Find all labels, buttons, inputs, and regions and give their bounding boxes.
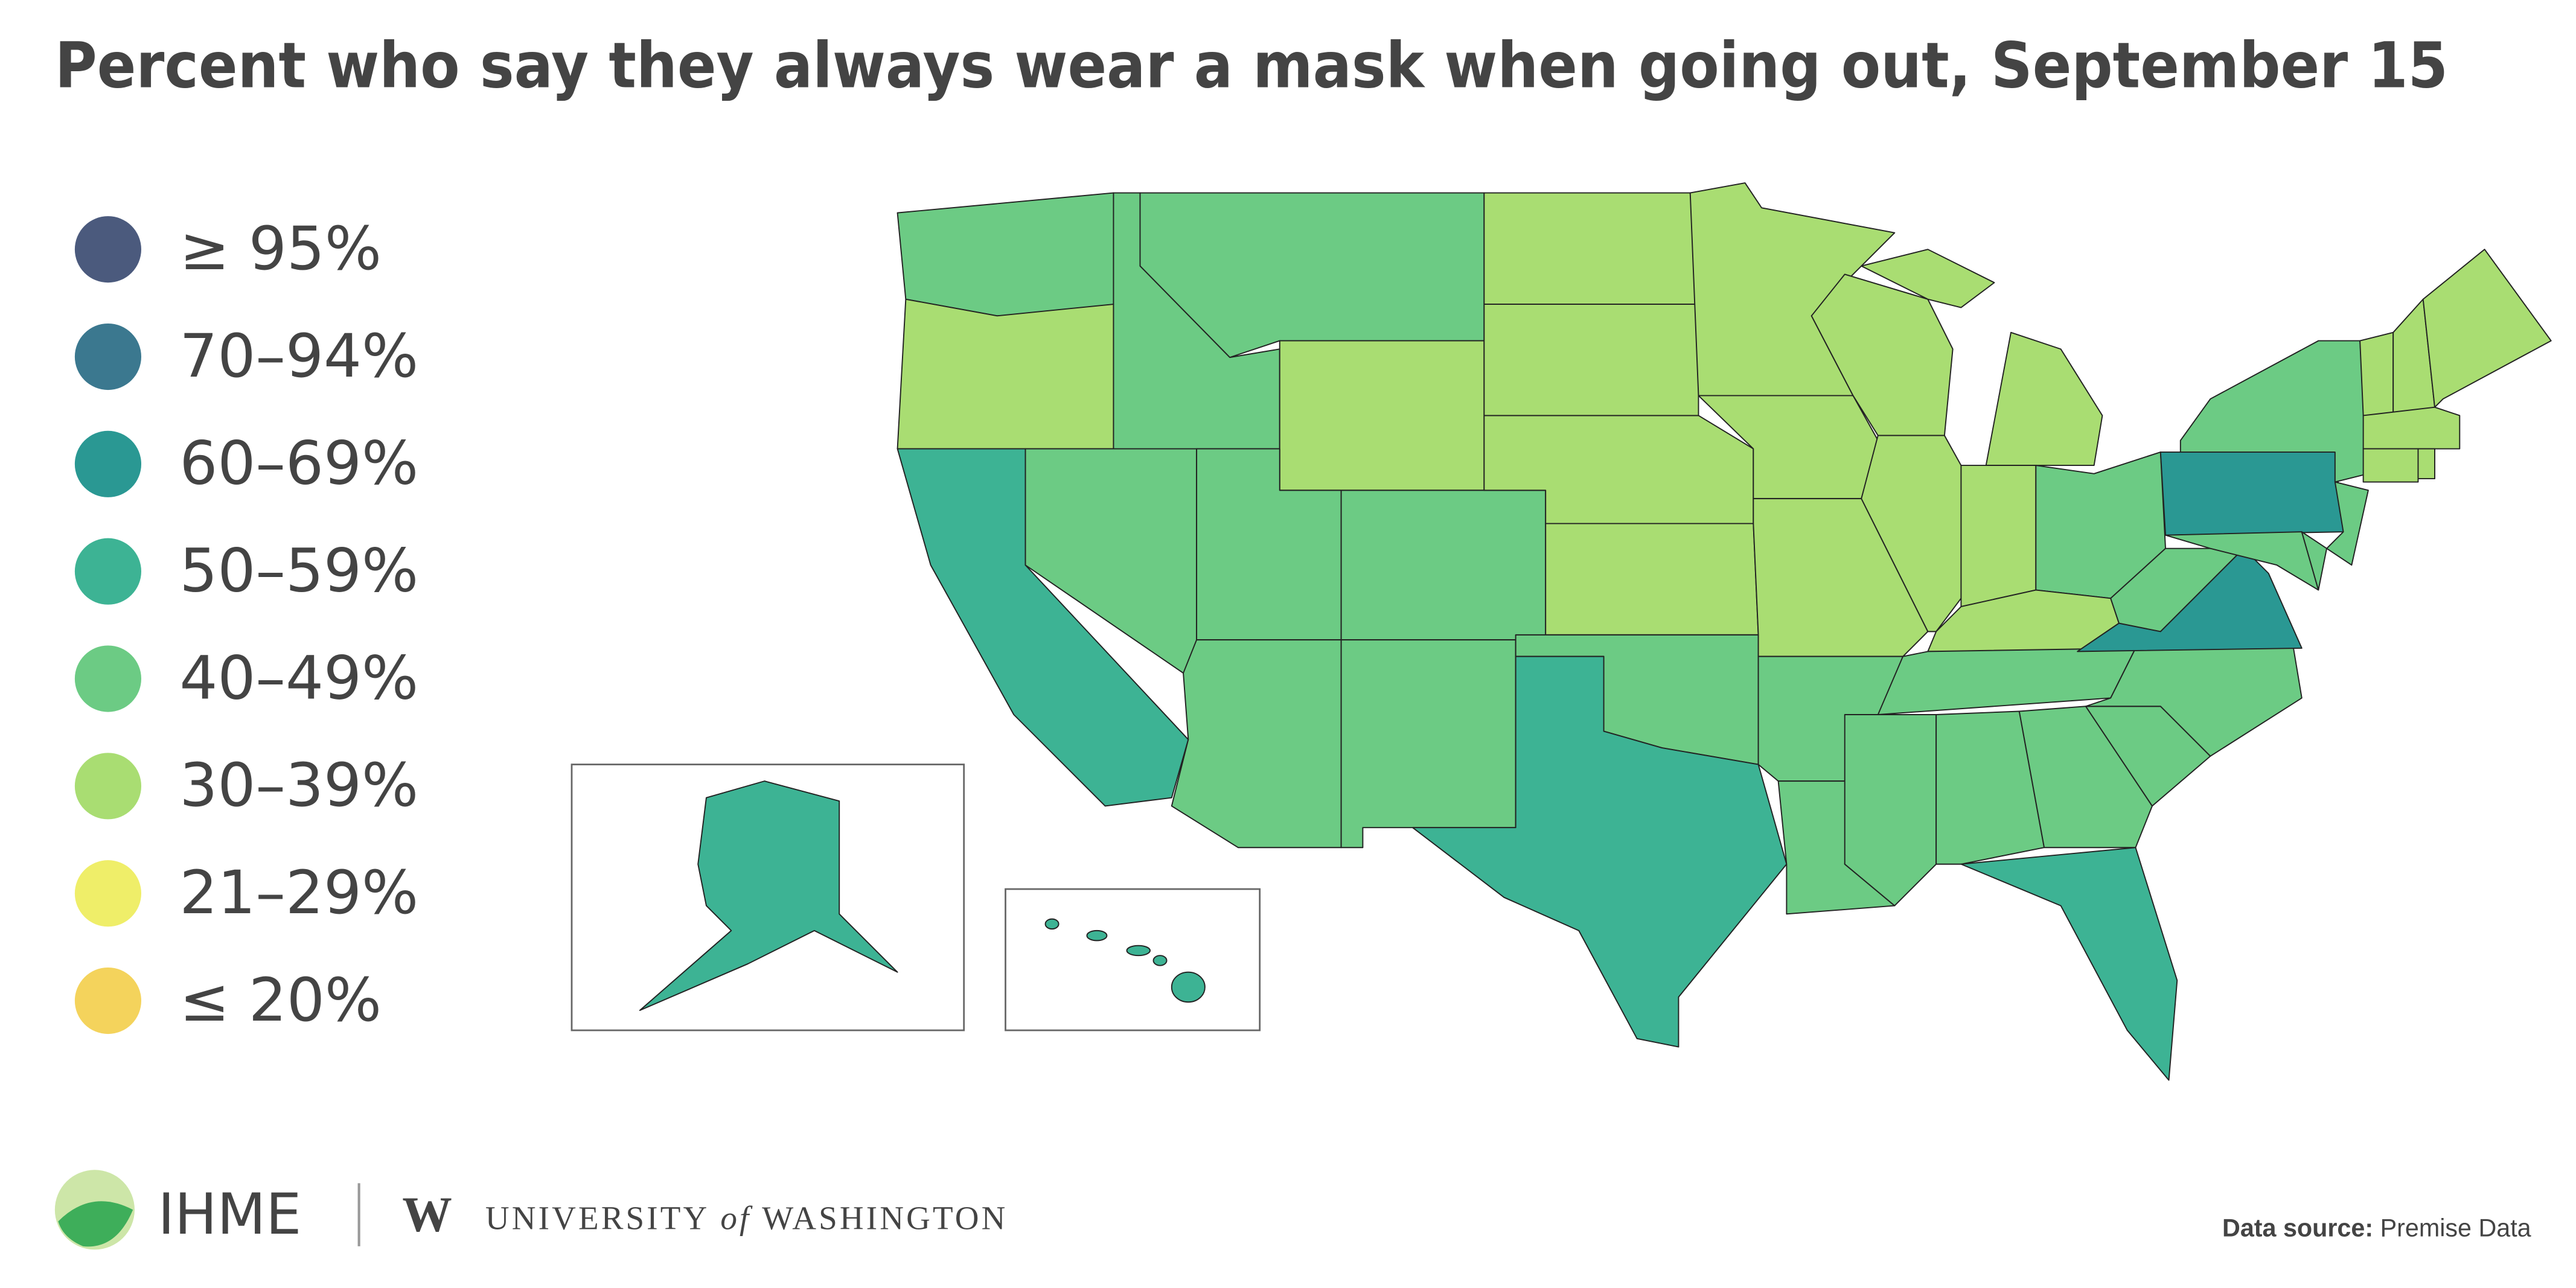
state <box>2359 331 2394 416</box>
legend-label: 30–39% <box>179 751 418 820</box>
legend-label: 60–69% <box>179 429 418 499</box>
island <box>1086 929 1108 942</box>
state <box>1483 304 1699 416</box>
source-label: Data source: <box>2222 1214 2373 1242</box>
legend-label: 50–59% <box>179 537 418 606</box>
place-word: WASHINGTON <box>762 1199 1008 1236</box>
island <box>1171 971 1206 1003</box>
state <box>1340 489 1547 641</box>
legend-label: ≤ 20% <box>179 966 382 1035</box>
state <box>896 298 1114 450</box>
state <box>639 780 898 1011</box>
state <box>2417 448 2435 480</box>
island <box>1044 918 1059 930</box>
legend-swatch <box>74 323 141 391</box>
title: Percent who say they always wear a mask … <box>55 29 2448 103</box>
legend-label: 21–29% <box>179 858 418 928</box>
hawaii <box>1044 918 1206 1003</box>
alaska-inset <box>570 764 965 1031</box>
logo-leaf <box>58 1201 133 1247</box>
legend: ≥ 95% 70–94% 60–69% 50–59% 40–49% 30–39% 21–29… <box>74 214 418 1035</box>
state <box>1412 655 1788 1048</box>
state <box>1279 340 1485 491</box>
state <box>896 192 1114 317</box>
state <box>1171 639 1342 849</box>
legend-swatch <box>74 216 141 283</box>
state <box>1861 249 1995 308</box>
state <box>2326 481 2369 566</box>
legend-swatch <box>74 967 141 1035</box>
state <box>1985 331 2103 467</box>
state <box>2165 531 2319 591</box>
state <box>1545 523 1759 636</box>
state <box>1483 192 1699 305</box>
state <box>2159 451 2344 536</box>
source: Data source: Premise Data <box>2222 1214 2531 1242</box>
legend-swatch <box>74 645 141 712</box>
legend-swatch <box>74 538 141 605</box>
org: IHME <box>158 1182 302 1248</box>
legend-label: ≥ 95% <box>179 214 382 284</box>
legend-swatch <box>74 860 141 927</box>
state <box>2422 249 2552 408</box>
state <box>1811 273 1954 436</box>
state <box>2362 448 2419 483</box>
state <box>1340 639 1517 849</box>
footer: IHME W UNIVERSITY of WASHINGTON Data sou… <box>54 1170 2531 1250</box>
legend-swatch <box>74 430 141 497</box>
state <box>2301 531 2328 591</box>
legend-label: 40–49% <box>179 643 418 713</box>
state <box>1844 714 1937 907</box>
state <box>2362 406 2461 450</box>
island <box>1152 955 1168 966</box>
island <box>1126 945 1151 957</box>
of-word: of <box>720 1199 753 1236</box>
state <box>1935 710 2045 865</box>
university-word: UNIVERSITY <box>485 1199 710 1236</box>
legend-swatch <box>74 753 141 820</box>
state <box>2018 706 2153 849</box>
hawaii-inset <box>1005 888 1261 1031</box>
map <box>570 182 2552 1081</box>
source-name: Premise Data <box>2380 1214 2531 1242</box>
legend-label: 70–94% <box>179 322 418 391</box>
state <box>1960 465 2037 608</box>
university: UNIVERSITY of WASHINGTON <box>485 1199 1008 1236</box>
state <box>1960 847 2178 1081</box>
uw-mark: W <box>402 1187 452 1242</box>
